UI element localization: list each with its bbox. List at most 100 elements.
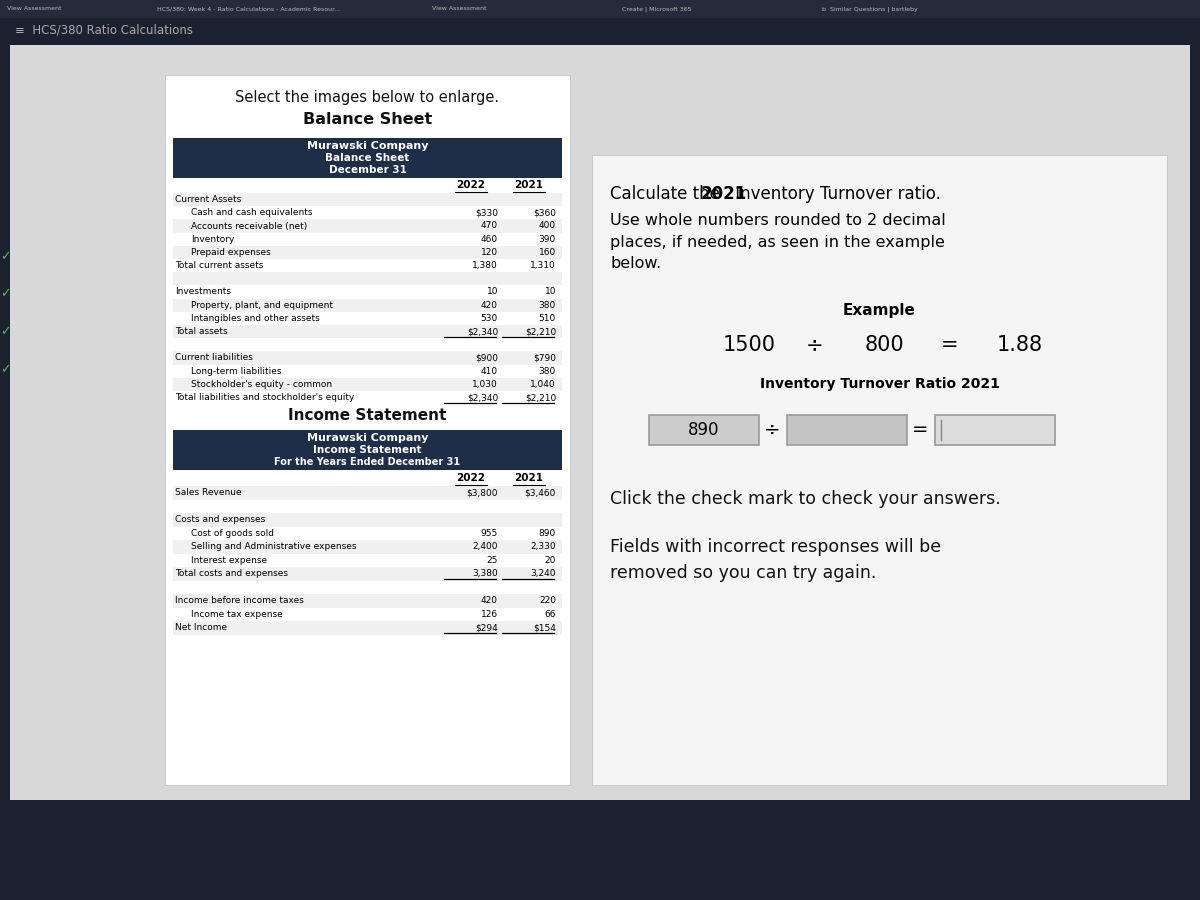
Text: ✓: ✓ bbox=[0, 250, 11, 263]
Bar bbox=[173, 325, 562, 338]
Text: Income before income taxes: Income before income taxes bbox=[175, 597, 304, 606]
Text: Murawski Company: Murawski Company bbox=[307, 433, 428, 443]
Text: Click the check mark to check your answers.: Click the check mark to check your answe… bbox=[610, 490, 1001, 508]
Text: 460: 460 bbox=[481, 235, 498, 244]
Text: View Assessment: View Assessment bbox=[7, 6, 61, 12]
Text: 380: 380 bbox=[539, 301, 556, 310]
Text: Interest expense: Interest expense bbox=[191, 556, 268, 565]
Bar bbox=[173, 299, 562, 311]
Text: 2021: 2021 bbox=[515, 181, 544, 191]
Text: 410: 410 bbox=[481, 366, 498, 375]
Bar bbox=[173, 259, 562, 272]
Bar bbox=[173, 580, 562, 594]
Bar bbox=[592, 155, 1166, 785]
Text: $2,340: $2,340 bbox=[467, 393, 498, 402]
Text: 3,240: 3,240 bbox=[530, 570, 556, 579]
Text: $3,460: $3,460 bbox=[524, 489, 556, 498]
Text: Income Statement: Income Statement bbox=[288, 409, 446, 423]
Text: Total assets: Total assets bbox=[175, 327, 228, 336]
Text: 120: 120 bbox=[481, 248, 498, 256]
Bar bbox=[648, 415, 758, 445]
Text: Investments: Investments bbox=[175, 287, 230, 296]
Text: $360: $360 bbox=[533, 208, 556, 217]
Text: 890: 890 bbox=[539, 529, 556, 538]
Text: Current Assets: Current Assets bbox=[175, 195, 241, 204]
Bar bbox=[173, 540, 562, 554]
Text: Murawski Company: Murawski Company bbox=[307, 141, 428, 151]
Text: Accounts receivable (net): Accounts receivable (net) bbox=[191, 221, 307, 230]
Text: $154: $154 bbox=[533, 624, 556, 633]
Text: Total costs and expenses: Total costs and expenses bbox=[175, 570, 288, 579]
Text: Selling and Administrative expenses: Selling and Administrative expenses bbox=[191, 543, 356, 552]
Text: 800: 800 bbox=[865, 335, 905, 355]
Text: Stockholder's equity - common: Stockholder's equity - common bbox=[191, 380, 332, 389]
Text: =: = bbox=[912, 420, 929, 439]
Text: ÷: ÷ bbox=[805, 335, 823, 355]
Bar bbox=[173, 206, 562, 220]
Bar bbox=[173, 621, 562, 634]
Text: 420: 420 bbox=[481, 301, 498, 310]
Text: 3,380: 3,380 bbox=[473, 570, 498, 579]
Text: 1500: 1500 bbox=[722, 335, 776, 355]
Bar bbox=[173, 526, 562, 540]
Bar bbox=[173, 567, 562, 580]
Text: 2,400: 2,400 bbox=[473, 543, 498, 552]
Text: 890: 890 bbox=[688, 421, 719, 439]
Bar bbox=[173, 311, 562, 325]
Text: ≡  HCS/380 Ratio Calculations: ≡ HCS/380 Ratio Calculations bbox=[14, 23, 193, 37]
Bar bbox=[173, 220, 562, 232]
Bar bbox=[166, 75, 570, 785]
Text: 126: 126 bbox=[481, 610, 498, 619]
Text: Sales Revenue: Sales Revenue bbox=[175, 489, 241, 498]
Text: ✓: ✓ bbox=[0, 288, 11, 301]
Text: 25: 25 bbox=[487, 556, 498, 565]
Bar bbox=[786, 415, 906, 445]
Text: ✓: ✓ bbox=[0, 364, 11, 376]
Bar bbox=[173, 364, 562, 378]
Text: Fields with incorrect responses will be
removed so you can try again.: Fields with incorrect responses will be … bbox=[610, 538, 941, 581]
Text: $294: $294 bbox=[475, 624, 498, 633]
Text: 390: 390 bbox=[539, 235, 556, 244]
Text: 2021: 2021 bbox=[701, 185, 746, 203]
Bar bbox=[0, 18, 1200, 42]
Text: $2,340: $2,340 bbox=[467, 327, 498, 336]
Text: 510: 510 bbox=[539, 314, 556, 323]
Text: 220: 220 bbox=[539, 597, 556, 606]
Text: Use whole numbers rounded to 2 decimal
places, if needed, as seen in the example: Use whole numbers rounded to 2 decimal p… bbox=[610, 213, 946, 271]
Text: Income Statement: Income Statement bbox=[313, 446, 421, 455]
Text: $2,210: $2,210 bbox=[524, 327, 556, 336]
Bar bbox=[173, 338, 562, 351]
Text: For the Years Ended December 31: For the Years Ended December 31 bbox=[275, 457, 461, 467]
Bar bbox=[173, 608, 562, 621]
Bar bbox=[173, 470, 562, 486]
Bar bbox=[173, 285, 562, 299]
Text: 955: 955 bbox=[481, 529, 498, 538]
Text: Cash and cash equivalents: Cash and cash equivalents bbox=[191, 208, 312, 217]
Bar bbox=[173, 178, 562, 193]
Bar bbox=[0, 0, 1200, 18]
Bar bbox=[935, 415, 1055, 445]
Text: 420: 420 bbox=[481, 597, 498, 606]
Text: Select the images below to enlarge.: Select the images below to enlarge. bbox=[235, 90, 499, 105]
Bar bbox=[10, 45, 1190, 800]
Bar bbox=[173, 486, 562, 500]
Bar bbox=[173, 391, 562, 404]
Text: Long-term liabilities: Long-term liabilities bbox=[191, 366, 282, 375]
Text: View Assessment: View Assessment bbox=[432, 6, 486, 12]
Text: Inventory Turnover ratio.: Inventory Turnover ratio. bbox=[731, 185, 941, 203]
Text: 160: 160 bbox=[539, 248, 556, 256]
Text: 1,040: 1,040 bbox=[530, 380, 556, 389]
Text: 1,030: 1,030 bbox=[473, 380, 498, 389]
Text: 2021: 2021 bbox=[515, 473, 544, 483]
Bar bbox=[173, 378, 562, 391]
Text: 380: 380 bbox=[539, 366, 556, 375]
Text: Total current assets: Total current assets bbox=[175, 261, 263, 270]
Text: 1.88: 1.88 bbox=[996, 335, 1043, 355]
Bar bbox=[173, 138, 562, 178]
Bar bbox=[173, 430, 562, 470]
Text: 10: 10 bbox=[486, 287, 498, 296]
Text: Balance Sheet: Balance Sheet bbox=[302, 112, 432, 127]
Bar bbox=[173, 246, 562, 259]
Text: 2022: 2022 bbox=[456, 181, 486, 191]
Text: $790: $790 bbox=[533, 354, 556, 363]
